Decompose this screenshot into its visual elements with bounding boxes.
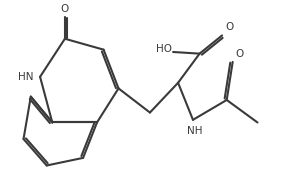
Text: NH: NH [187,126,202,136]
Text: O: O [61,4,69,14]
Text: HN: HN [18,72,34,82]
Text: O: O [225,22,233,32]
Text: HO: HO [156,44,172,54]
Text: O: O [235,49,244,59]
